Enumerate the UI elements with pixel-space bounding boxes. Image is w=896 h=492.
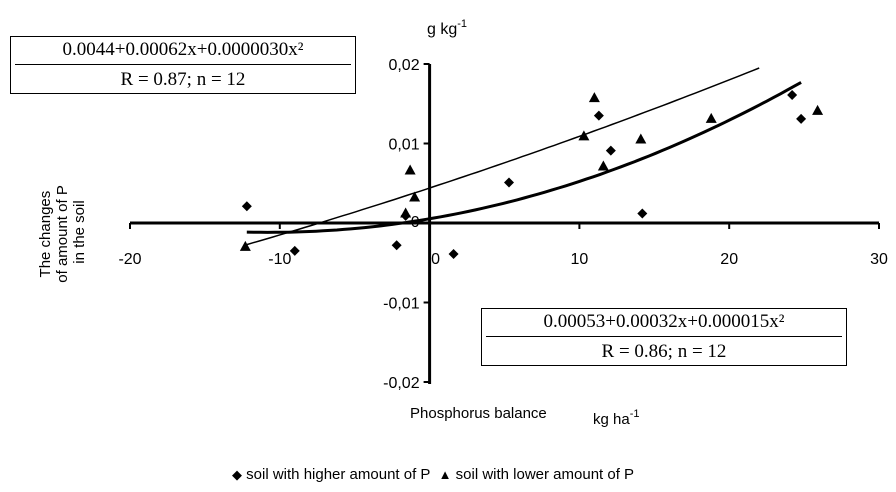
equation-denominator: R = 0.86; n = 12 — [601, 341, 727, 362]
y-tick-label: -0,02 — [383, 375, 420, 392]
diamond-point — [593, 110, 604, 121]
equation-denominator: R = 0.87; n = 12 — [120, 69, 246, 90]
equation-numerator: 0.00053+0.00032x+0.000015x² — [486, 309, 842, 337]
legend: ◆ soil with higher amount of P ▲ soil wi… — [232, 466, 634, 483]
x-axis-label: Phosphorus balance — [410, 405, 547, 422]
equation-numerator: 0.0044+0.00062x+0.0000030x² — [15, 37, 351, 65]
triangle-point — [239, 240, 251, 251]
x-tick-label: 20 — [720, 251, 738, 268]
triangle-point — [597, 160, 609, 171]
triangle-point — [578, 130, 590, 141]
y-unit-label: g kg-1 — [427, 18, 467, 38]
fit-curve-series-2 — [246, 67, 760, 246]
fit-curve-series-1 — [246, 81, 802, 234]
y-tick-label: -0,01 — [383, 296, 420, 313]
legend-diamond-icon: ◆ — [232, 467, 242, 482]
diamond-point — [796, 113, 807, 124]
diamond-point — [503, 177, 514, 188]
axes: -20 -10 0 10 20 300,020,010-0,01-0,02 — [118, 57, 888, 392]
x-tick-label: 0 — [431, 251, 440, 268]
legend-lower-label: soil with lower amount of P — [455, 466, 635, 483]
diamond-point — [787, 90, 798, 101]
equation-box-lower-soil: 0.0044+0.00062x+0.0000030x² R = 0.87; n … — [10, 36, 356, 94]
diamond-point — [241, 201, 252, 212]
legend-triangle-icon: ▲ — [438, 467, 452, 482]
diamond-point — [448, 249, 459, 260]
y-axis-label: The changes of amount of P in the soil — [37, 181, 88, 282]
triangle-point — [705, 112, 717, 123]
equation-box-higher-soil: 0.00053+0.00032x+0.000015x² R = 0.86; n … — [481, 308, 847, 366]
triangle-point — [635, 133, 647, 144]
y-axis-label-line-3: in the soil — [71, 200, 88, 263]
triangle-point — [400, 207, 412, 218]
diamond-point — [637, 208, 648, 219]
y-tick-label: 0,02 — [388, 57, 419, 74]
x-tick-label: 10 — [571, 251, 589, 268]
fit-curves — [246, 67, 802, 246]
data-points — [239, 90, 824, 260]
y-axis-label-line-1: The changes — [37, 191, 54, 278]
x-tick-label: -20 — [118, 251, 141, 268]
triangle-point — [812, 104, 824, 115]
diamond-point — [289, 245, 300, 256]
legend-higher-label: soil with higher amount of P — [246, 466, 431, 483]
y-tick-label: 0,01 — [388, 137, 419, 154]
triangle-point — [588, 92, 600, 103]
diamond-point — [605, 145, 616, 156]
y-axis-label-line-2: of amount of P — [54, 185, 71, 283]
triangle-point — [409, 191, 421, 202]
axis-labels: g kg-1 Phosphorus balance kg ha-1 The ch… — [37, 18, 639, 428]
x-unit-label: kg ha-1 — [593, 408, 639, 428]
triangle-point — [404, 164, 416, 175]
diamond-point — [391, 240, 402, 251]
x-tick-label: -10 — [268, 251, 291, 268]
x-tick-label: 30 — [870, 251, 888, 268]
